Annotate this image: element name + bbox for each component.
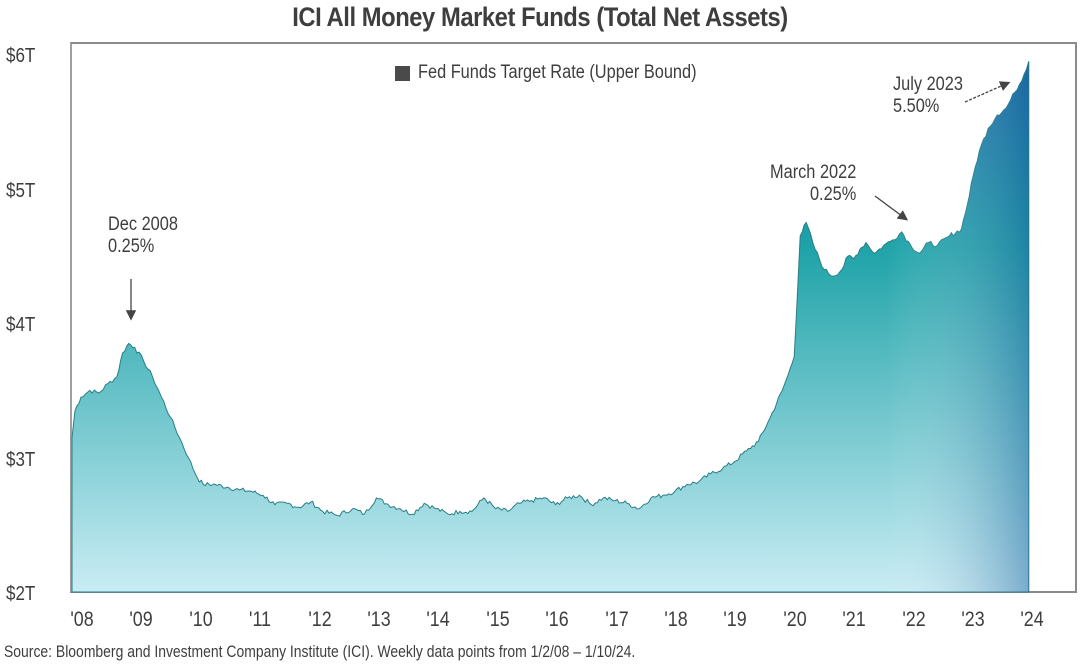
- x-tick: '17: [604, 608, 629, 631]
- annotation-date: Dec 2008: [108, 214, 178, 235]
- annotation-date: March 2022: [770, 162, 857, 183]
- annotation-dec2008: Dec 2008 0.25%: [108, 214, 178, 258]
- x-tick: '18: [664, 608, 688, 631]
- x-tick: '16: [545, 608, 569, 631]
- source-note: Source: Bloomberg and Investment Company…: [4, 642, 636, 661]
- x-tick: '09: [129, 608, 154, 631]
- annotation-jul2023: July 2023 5.50%: [893, 74, 963, 118]
- chart-title: ICI All Money Market Funds (Total Net As…: [292, 2, 788, 32]
- y-tick: $4T: [6, 314, 36, 336]
- y-tick: $2T: [6, 583, 36, 605]
- y-tick: $3T: [6, 449, 36, 471]
- x-tick: '24: [1020, 608, 1045, 631]
- x-tick: '11: [249, 608, 272, 631]
- x-tick: '23: [961, 608, 985, 631]
- y-tick: $6T: [6, 45, 36, 67]
- legend-swatch: [395, 65, 410, 81]
- x-tick: '08: [70, 608, 94, 631]
- x-tick: '20: [783, 608, 807, 631]
- x-tick: '13: [367, 608, 391, 631]
- x-tick: '19: [723, 608, 748, 631]
- annotation-arrow-jul2023: [964, 81, 1011, 103]
- area-series-shade: [72, 61, 1029, 592]
- annotation-rate: 0.25%: [108, 236, 155, 257]
- y-tick: $5T: [6, 180, 36, 202]
- x-tick: '22: [901, 608, 926, 631]
- x-tick: '15: [486, 608, 510, 631]
- annotation-mar2022: March 2022 0.25%: [770, 162, 856, 206]
- x-tick: '12: [307, 608, 332, 631]
- annotation-date: July 2023: [893, 74, 963, 95]
- legend: Fed Funds Target Rate (Upper Bound): [395, 62, 742, 84]
- x-tick: '10: [189, 608, 213, 631]
- legend-label: Fed Funds Target Rate (Upper Bound): [418, 62, 697, 83]
- x-tick: '14: [426, 608, 451, 631]
- annotation-arrow-mar2022: [874, 195, 909, 221]
- x-tick: '21: [842, 608, 866, 631]
- annotation-rate: 0.25%: [809, 184, 857, 205]
- annotation-rate: 5.50%: [893, 96, 940, 117]
